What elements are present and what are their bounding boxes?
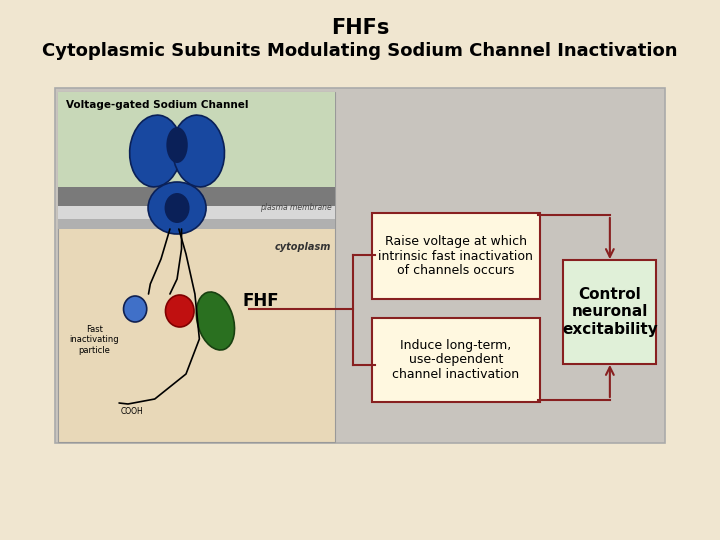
Text: plasma membrane: plasma membrane [260, 204, 331, 213]
FancyBboxPatch shape [58, 92, 335, 187]
Circle shape [124, 296, 147, 322]
Text: Raise voltage at which
intrinsic fast inactivation
of channels occurs: Raise voltage at which intrinsic fast in… [379, 234, 534, 278]
Text: FHF: FHF [242, 292, 279, 310]
Circle shape [166, 295, 194, 327]
FancyBboxPatch shape [372, 213, 540, 299]
FancyBboxPatch shape [55, 88, 665, 443]
Text: Voltage-gated Sodium Channel: Voltage-gated Sodium Channel [66, 100, 248, 110]
FancyBboxPatch shape [58, 219, 335, 229]
FancyBboxPatch shape [58, 187, 335, 206]
Text: Fast
inactivating
particle: Fast inactivating particle [69, 325, 119, 355]
Ellipse shape [165, 193, 189, 223]
Text: COOH: COOH [121, 407, 143, 416]
FancyBboxPatch shape [564, 260, 656, 364]
Ellipse shape [148, 182, 206, 234]
FancyBboxPatch shape [58, 206, 335, 219]
FancyBboxPatch shape [372, 318, 540, 402]
Ellipse shape [173, 115, 225, 187]
Ellipse shape [197, 292, 235, 350]
Ellipse shape [130, 115, 181, 187]
Text: Control
neuronal
excitability: Control neuronal excitability [562, 287, 658, 337]
FancyBboxPatch shape [58, 92, 335, 442]
Text: FHFs: FHFs [330, 18, 390, 38]
Text: cytoplasm: cytoplasm [275, 242, 331, 252]
Text: Cytoplasmic Subunits Modulating Sodium Channel Inactivation: Cytoplasmic Subunits Modulating Sodium C… [42, 42, 678, 60]
Text: Induce long-term,
use-dependent
channel inactivation: Induce long-term, use-dependent channel … [392, 339, 520, 381]
Ellipse shape [166, 127, 188, 163]
